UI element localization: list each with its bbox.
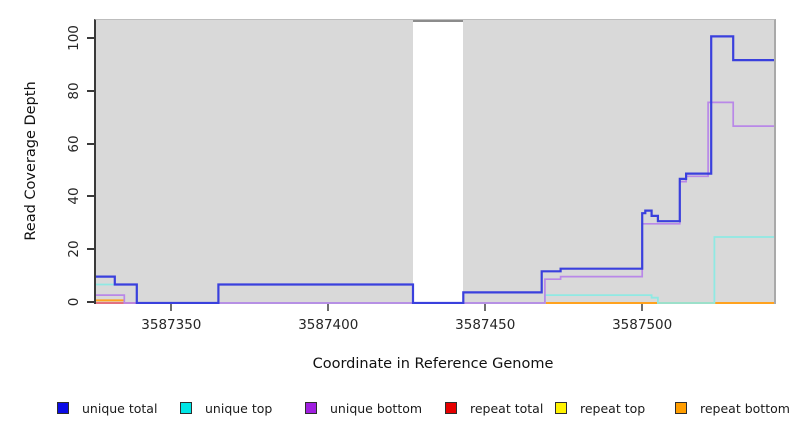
y-tick	[87, 301, 94, 303]
masked-region-band	[413, 20, 464, 304]
legend-swatch-icon	[57, 402, 69, 414]
legend-item-repeat-total: repeat total	[445, 400, 543, 416]
legend-item-unique-top: unique top	[180, 400, 272, 416]
legend-swatch-icon	[675, 402, 687, 414]
y-axis-title: Read Coverage Depth	[23, 81, 39, 241]
x-tick	[170, 304, 173, 311]
y-tick	[87, 37, 94, 39]
plot-area[interactable]	[94, 19, 776, 304]
legend-swatch-icon	[180, 402, 192, 414]
legend-label: repeat total	[470, 400, 544, 416]
series-unique-top	[96, 236, 774, 304]
y-tick-label: 80	[66, 82, 82, 100]
x-tick	[641, 304, 644, 311]
y-tick	[87, 248, 94, 251]
x-tick-label: 3587450	[455, 317, 516, 333]
x-tick-label: 3587500	[612, 317, 673, 333]
legend-label: unique bottom	[330, 400, 423, 416]
series-unique-total	[96, 35, 774, 304]
legend-label: unique total	[82, 400, 158, 416]
legend-label: repeat bottom	[700, 400, 790, 416]
y-tick	[87, 195, 94, 198]
coverage-lines-chart	[96, 35, 774, 304]
y-tick-label: 40	[66, 187, 82, 205]
legend-item-unique-total: unique total	[57, 400, 157, 416]
x-tick	[484, 304, 487, 311]
y-tick	[87, 142, 94, 145]
x-axis-title: Coordinate in Reference Genome	[312, 356, 554, 372]
series-unique-bottom	[96, 101, 774, 304]
legend-item-repeat-bottom: repeat bottom	[675, 400, 790, 416]
x-tick	[327, 304, 330, 311]
y-tick-label: 0	[66, 297, 82, 307]
legend-label: unique top	[205, 400, 273, 416]
y-tick-label: 20	[66, 240, 82, 258]
y-tick-label: 100	[66, 25, 82, 51]
legend-swatch-icon	[445, 402, 457, 414]
legend-item-unique-bottom: unique bottom	[305, 400, 422, 416]
x-tick-label: 3587350	[141, 317, 202, 333]
legend-swatch-icon	[555, 402, 567, 414]
x-tick-label: 3587400	[298, 317, 359, 333]
y-tick-label: 60	[66, 135, 82, 153]
legend-swatch-icon	[305, 402, 317, 414]
y-tick	[87, 89, 94, 92]
legend-item-repeat-top: repeat top	[555, 400, 645, 416]
chart-legend: unique total unique top unique bottom repea…	[0, 400, 792, 424]
legend-label: repeat top	[580, 400, 646, 416]
